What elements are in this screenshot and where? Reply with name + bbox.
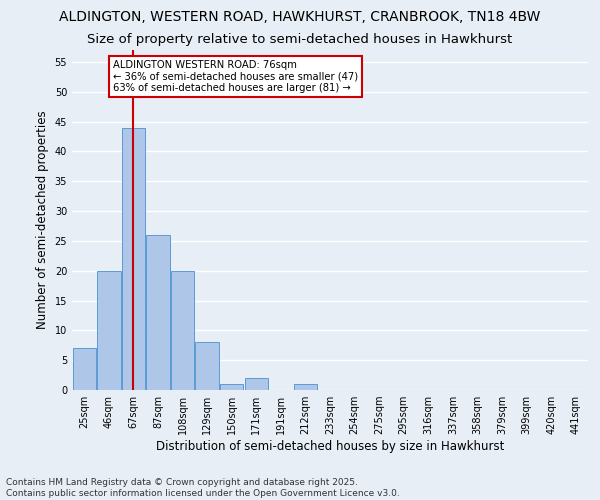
Bar xyxy=(73,348,96,390)
Bar xyxy=(171,270,194,390)
Bar xyxy=(122,128,145,390)
X-axis label: Distribution of semi-detached houses by size in Hawkhurst: Distribution of semi-detached houses by … xyxy=(156,440,504,453)
Bar xyxy=(146,235,170,390)
Bar xyxy=(294,384,317,390)
Y-axis label: Number of semi-detached properties: Number of semi-detached properties xyxy=(36,110,49,330)
Text: ALDINGTON, WESTERN ROAD, HAWKHURST, CRANBROOK, TN18 4BW: ALDINGTON, WESTERN ROAD, HAWKHURST, CRAN… xyxy=(59,10,541,24)
Bar xyxy=(220,384,244,390)
Text: Size of property relative to semi-detached houses in Hawkhurst: Size of property relative to semi-detach… xyxy=(88,32,512,46)
Bar xyxy=(97,270,121,390)
Text: ALDINGTON WESTERN ROAD: 76sqm
← 36% of semi-detached houses are smaller (47)
63%: ALDINGTON WESTERN ROAD: 76sqm ← 36% of s… xyxy=(113,60,358,94)
Bar xyxy=(196,342,219,390)
Bar xyxy=(245,378,268,390)
Text: Contains HM Land Registry data © Crown copyright and database right 2025.
Contai: Contains HM Land Registry data © Crown c… xyxy=(6,478,400,498)
